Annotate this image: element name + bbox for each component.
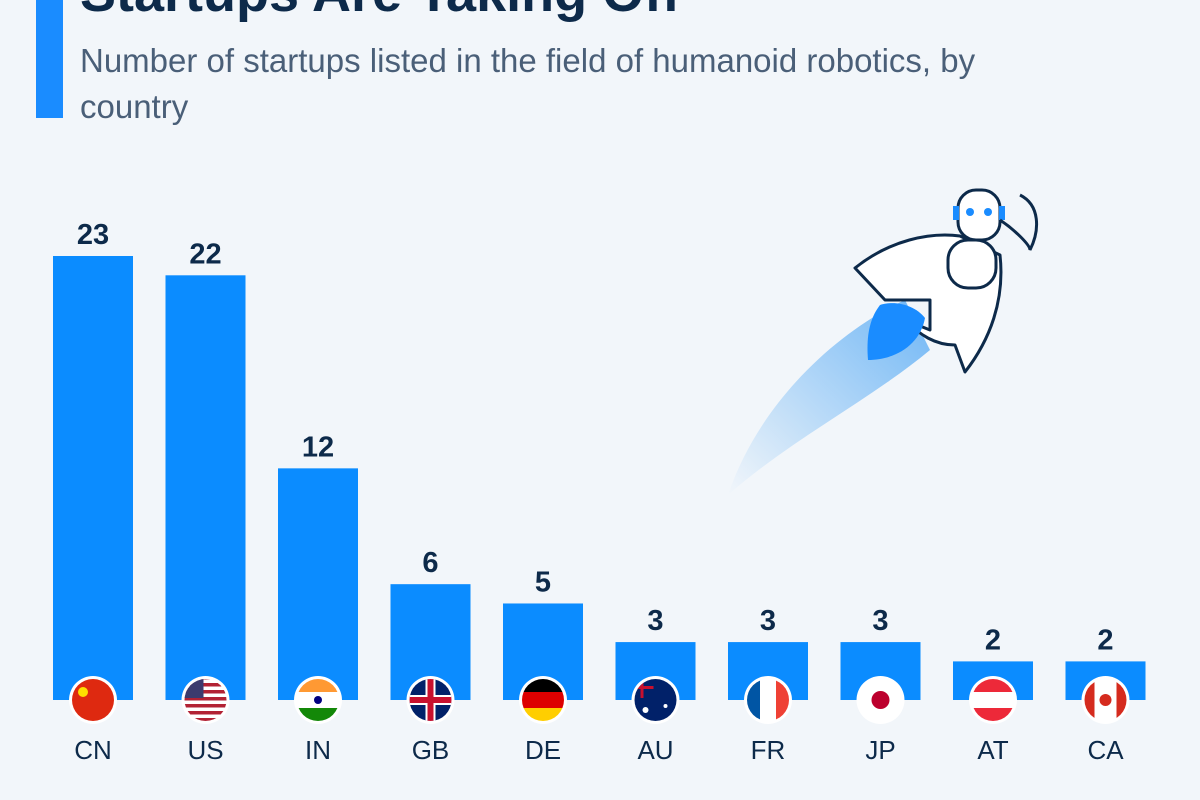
chart-subtitle: Number of startups listed in the field o… [80,42,976,125]
x-tick-label: AU [637,735,673,765]
value-label: 2 [985,624,1001,656]
accent-bar [36,0,63,118]
x-tick-label: DE [525,735,561,765]
flag [72,679,114,721]
flag-part [1099,694,1112,706]
chart-title: Startups Are Taking Off [80,0,680,24]
flag [184,679,227,721]
x-tick-label: AT [977,735,1008,765]
flag-part [184,679,227,680]
value-label: 12 [302,431,334,463]
x-tick-label: IN [305,735,331,765]
value-label: 3 [760,605,776,637]
x-tick-label: FR [751,735,786,765]
flag [747,679,789,721]
value-label: 3 [647,605,663,637]
x-tick-label: US [187,735,223,765]
x-tick-label: CN [74,735,112,765]
x-tick-label: JP [865,735,895,765]
rocket-illustration [728,188,1039,495]
flag-part [972,679,1014,692]
flag-part [1084,679,1095,721]
flag-part [314,696,322,704]
value-label: 3 [872,605,888,637]
x-tick-label: CA [1087,735,1124,765]
flag-part [972,708,1014,721]
flag-part [776,679,789,721]
flag-part [72,679,114,721]
flag-part [184,690,227,694]
flag-part [427,679,434,721]
flag-part [297,708,339,721]
bar [278,468,358,700]
flag [1084,679,1127,721]
flag-part [642,707,649,713]
flag-part [1116,679,1127,721]
flag-part [78,687,88,697]
value-label: 6 [422,547,438,579]
flag-part [634,686,654,689]
bar [165,275,246,700]
flag-part [522,679,564,692]
flag [972,679,1014,721]
flag-part [747,679,760,721]
value-label: 5 [535,566,551,598]
flag-part [184,718,227,721]
flag-part [663,704,668,708]
flag-part [184,683,227,687]
bar [53,256,133,700]
value-label: 22 [189,238,221,270]
flag-part [297,679,339,692]
flag-part [871,691,890,709]
flag-part [522,692,564,708]
flag [634,679,677,721]
flag-part [640,679,644,698]
flag [859,679,902,721]
flag [409,679,452,721]
flag [522,679,564,721]
flag-part [184,711,227,715]
flag-part [184,697,227,701]
x-tick-label: GB [412,735,450,765]
value-label: 2 [1097,624,1113,656]
flag-part [522,708,564,721]
flag [297,679,339,721]
value-label: 23 [77,219,109,251]
flag-part [184,704,227,708]
